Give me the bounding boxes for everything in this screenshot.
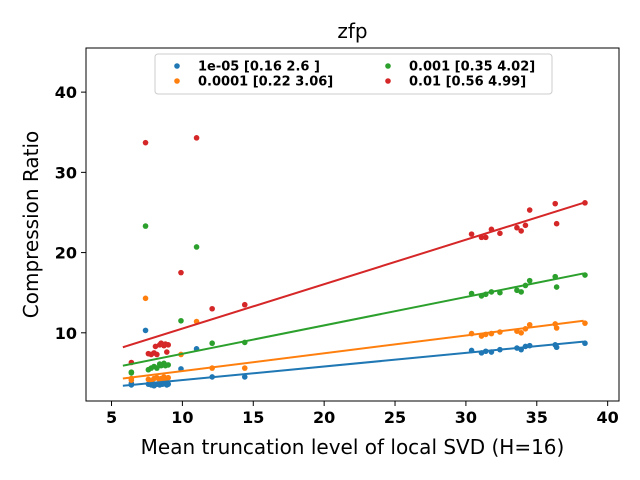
data-point-3-28 [582, 200, 588, 206]
data-point-3-13 [178, 269, 184, 276]
data-point-3-15 [209, 305, 215, 312]
data-point-3-11 [164, 349, 170, 355]
fit-line-1 [122, 319, 584, 380]
data-point-0-17 [241, 374, 248, 380]
y-axis-ticks: 10 20 30 40 [55, 83, 86, 343]
data-point-2-12 [178, 317, 184, 324]
data-point-2-22 [518, 289, 524, 295]
x-tick-label-1: 10 [171, 408, 193, 427]
data-point-1-2 [142, 295, 149, 302]
legend-marker-0 [174, 63, 180, 69]
data-point-3-17 [468, 231, 475, 237]
data-point-2-11 [165, 362, 172, 368]
x-axis-label: Mean truncation level of local SVD (H=16… [141, 435, 565, 459]
data-point-3-25 [526, 207, 533, 213]
data-point-3-5 [152, 343, 159, 350]
data-point-0-13 [165, 381, 172, 387]
data-point-2-21 [514, 287, 520, 294]
chart-title: zfp [337, 19, 367, 43]
data-point-3-22 [514, 224, 520, 231]
data-point-3-16 [241, 301, 248, 308]
fit-line-3 [122, 201, 584, 349]
data-point-3-12 [165, 342, 172, 348]
data-point-0-28 [553, 344, 560, 351]
data-point-0-2 [142, 327, 149, 334]
data-point-2-26 [553, 284, 560, 290]
data-point-3-26 [552, 200, 559, 207]
data-point-2-13 [193, 244, 200, 250]
data-point-1-11 [165, 374, 172, 381]
legend-label-3: 0.01 [0.56 4.99] [409, 75, 526, 90]
x-tick-label-7: 40 [597, 408, 619, 427]
data-point-3-1 [142, 139, 149, 146]
data-point-2-6 [154, 365, 160, 371]
data-point-3-14 [193, 135, 200, 141]
data-point-2-2 [142, 223, 149, 229]
fit-line-2 [122, 272, 584, 367]
x-tick-label-0: 5 [106, 408, 117, 427]
data-point-3-21 [497, 230, 503, 237]
data-point-2-14 [209, 340, 215, 347]
data-point-3-6 [154, 351, 160, 358]
legend: 1e-05 [0.16 2.6 ] 0.0001 [0.22 3.06] 0.0… [154, 53, 553, 95]
data-point-3-24 [522, 222, 529, 229]
y-tick-label-3: 40 [55, 83, 77, 102]
legend-box [154, 53, 553, 95]
x-tick-label-3: 20 [313, 408, 335, 427]
legend-marker-3 [385, 78, 391, 84]
legend-marker-2 [385, 63, 391, 69]
y-tick-label-2: 30 [55, 163, 77, 182]
data-point-1-22 [518, 330, 524, 336]
data-point-1-27 [582, 320, 588, 326]
y-axis-label: Compression Ratio [19, 131, 43, 318]
data-point-2-24 [526, 277, 533, 284]
plot-frame [85, 47, 620, 402]
y-tick-label-1: 20 [55, 244, 77, 263]
data-point-3-27 [553, 220, 560, 227]
legend-label-2: 0.001 [0.35 4.02] [409, 60, 535, 75]
x-tick-label-6: 35 [526, 408, 548, 427]
x-tick-label-2: 15 [242, 408, 264, 427]
data-point-2-1 [128, 370, 135, 376]
data-point-1-15 [241, 365, 248, 371]
x-tick-label-4: 25 [384, 408, 406, 427]
y-tick-label-0: 10 [55, 324, 77, 343]
data-point-3-23 [518, 228, 524, 234]
data-point-3-19 [482, 234, 489, 241]
legend-label-1: 0.0001 [0.22 3.06] [198, 75, 333, 90]
fit-line-0 [122, 340, 584, 387]
x-axis-ticks: 5 10 15 20 25 30 35 40 [106, 401, 619, 427]
legend-label-0: 1e-05 [0.16 2.6 ] [198, 60, 320, 75]
fit-lines [122, 201, 584, 387]
data-point-1-24 [526, 321, 533, 328]
x-tick-label-5: 30 [455, 408, 477, 427]
data-point-1-26 [553, 325, 560, 331]
legend-marker-1 [174, 78, 180, 84]
